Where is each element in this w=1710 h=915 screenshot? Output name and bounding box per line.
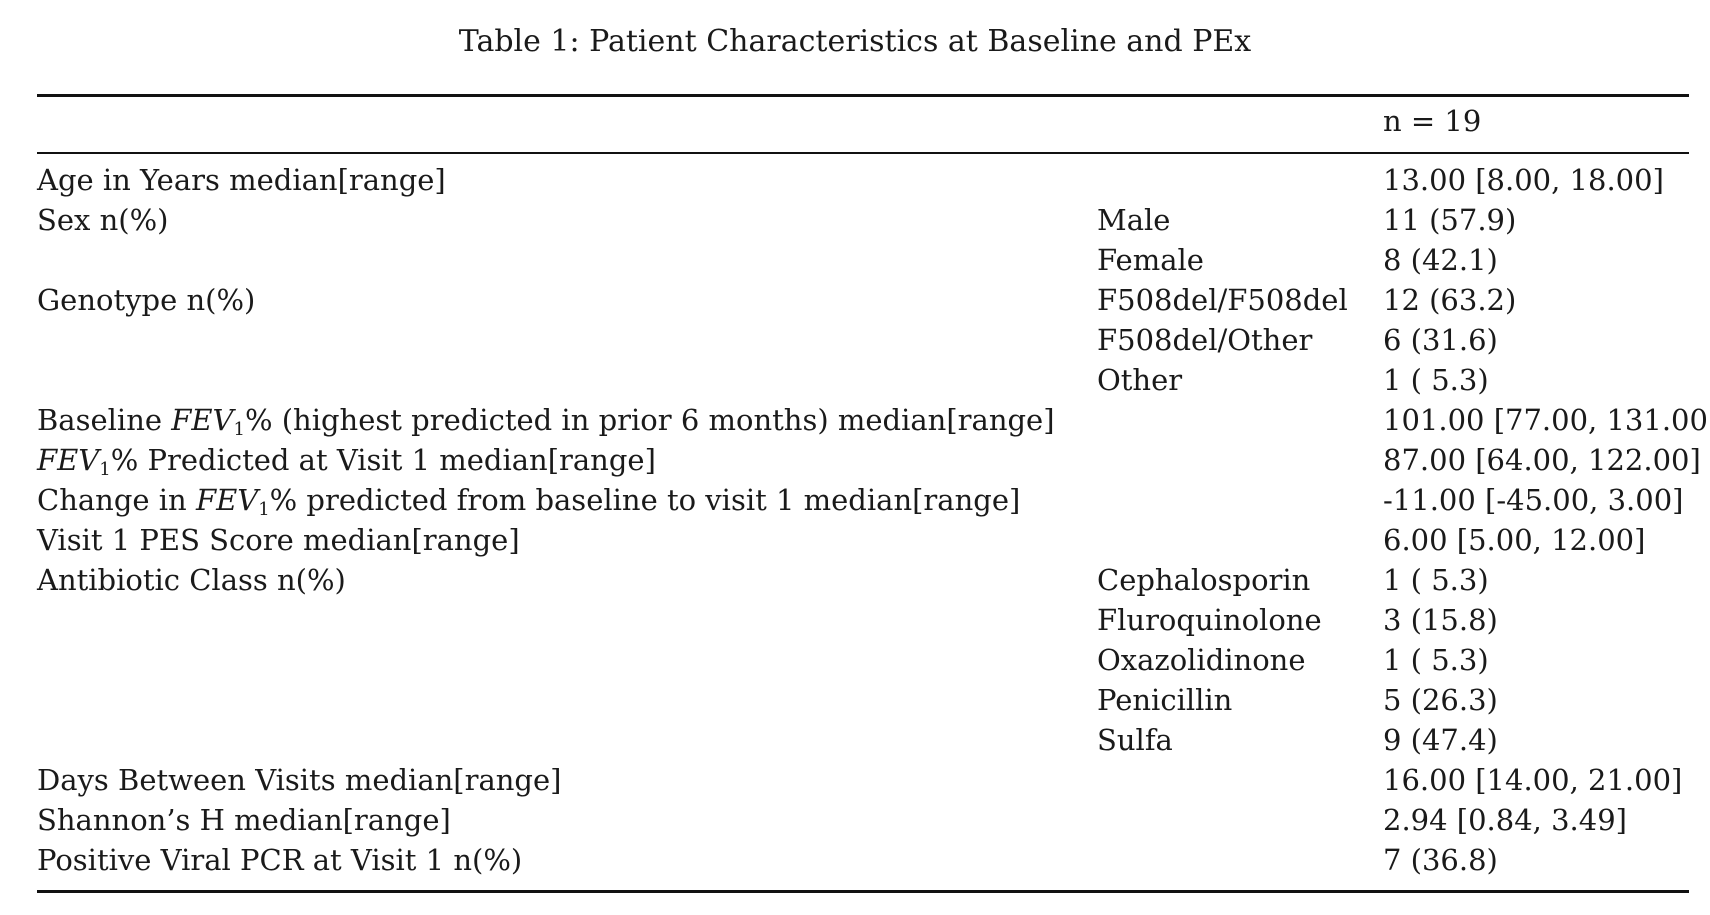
row-label: Days Between Visits median[range] <box>37 763 562 797</box>
table-row: Female 8 (42.1) <box>0 240 1710 280</box>
row-label: Baseline FEV1% (highest predicted in pri… <box>37 403 1055 440</box>
row-value: 16.00 [14.00, 21.00] <box>1383 763 1683 797</box>
table-row: FEV1% Predicted at Visit 1 median[range]… <box>0 440 1710 480</box>
table-row: Age in Years median[range] 13.00 [8.00, 1… <box>0 160 1710 200</box>
column-header-n: n = 19 <box>1383 104 1482 138</box>
row-category: Cephalosporin <box>1097 563 1311 597</box>
table-row: Oxazolidinone 1 ( 5.3) <box>0 640 1710 680</box>
table-row: Genotype n(%) F508del/F508del 12 (63.2) <box>0 280 1710 320</box>
row-value: -11.00 [-45.00, 3.00] <box>1383 483 1684 517</box>
table-row: Change in FEV1% predicted from baseline … <box>0 480 1710 520</box>
row-value: 6.00 [5.00, 12.00] <box>1383 523 1646 557</box>
row-value: 1 ( 5.3) <box>1383 563 1489 597</box>
row-category: Fluroquinolone <box>1097 603 1322 637</box>
row-label: Positive Viral PCR at Visit 1 n(%) <box>37 843 523 877</box>
table-body: Age in Years median[range] 13.00 [8.00, 1… <box>0 160 1710 880</box>
row-value: 13.00 [8.00, 18.00] <box>1383 163 1664 197</box>
row-category: Male <box>1097 203 1171 237</box>
table-row: Sulfa 9 (47.4) <box>0 720 1710 760</box>
table-row: Other 1 ( 5.3) <box>0 360 1710 400</box>
row-label: Sex n(%) <box>37 203 169 237</box>
row-category: Other <box>1097 363 1183 397</box>
table-row: Fluroquinolone 3 (15.8) <box>0 600 1710 640</box>
row-label: Change in FEV1% predicted from baseline … <box>37 483 1021 520</box>
header-rule <box>37 152 1689 154</box>
row-value: 6 (31.6) <box>1383 323 1498 357</box>
row-label: Genotype n(%) <box>37 283 256 317</box>
row-value: 87.00 [64.00, 122.00] <box>1383 443 1701 477</box>
table-row: F508del/Other 6 (31.6) <box>0 320 1710 360</box>
row-value: 1 ( 5.3) <box>1383 363 1489 397</box>
row-value: 101.00 [77.00, 131.00] <box>1383 403 1710 437</box>
row-value: 11 (57.9) <box>1383 203 1517 237</box>
row-category: F508del/F508del <box>1097 283 1348 317</box>
row-category: Sulfa <box>1097 723 1173 757</box>
row-category: F508del/Other <box>1097 323 1313 357</box>
table-row: Sex n(%) Male 11 (57.9) <box>0 200 1710 240</box>
table-row: Visit 1 PES Score median[range] 6.00 [5.0… <box>0 520 1710 560</box>
row-value: 1 ( 5.3) <box>1383 643 1489 677</box>
table-row: Penicillin 5 (26.3) <box>0 680 1710 720</box>
table-row: Days Between Visits median[range] 16.00 [… <box>0 760 1710 800</box>
table-row: Antibiotic Class n(%) Cephalosporin 1 ( 5.… <box>0 560 1710 600</box>
table-caption: Table 1: Patient Characteristics at Base… <box>458 24 1252 59</box>
row-category: Oxazolidinone <box>1097 643 1306 677</box>
table-row: Shannon’s H median[range] 2.94 [0.84, 3.4… <box>0 800 1710 840</box>
top-rule <box>37 94 1689 97</box>
row-label: FEV1% Predicted at Visit 1 median[range] <box>37 443 656 480</box>
row-value: 2.94 [0.84, 3.49] <box>1383 803 1627 837</box>
row-value: 3 (15.8) <box>1383 603 1498 637</box>
row-value: 7 (36.8) <box>1383 843 1498 877</box>
row-category: Penicillin <box>1097 683 1233 717</box>
row-value: 12 (63.2) <box>1383 283 1517 317</box>
bottom-rule <box>37 890 1689 893</box>
table-row: Positive Viral PCR at Visit 1 n(%) 7 (36.… <box>0 840 1710 880</box>
row-label: Age in Years median[range] <box>37 163 446 197</box>
row-value: 5 (26.3) <box>1383 683 1498 717</box>
row-label: Shannon’s H median[range] <box>37 803 451 837</box>
row-value: 8 (42.1) <box>1383 243 1498 277</box>
table-row: Baseline FEV1% (highest predicted in pri… <box>0 400 1710 440</box>
row-value: 9 (47.4) <box>1383 723 1498 757</box>
row-label: Antibiotic Class n(%) <box>37 563 346 597</box>
row-label: Visit 1 PES Score median[range] <box>37 523 520 557</box>
row-category: Female <box>1097 243 1204 277</box>
